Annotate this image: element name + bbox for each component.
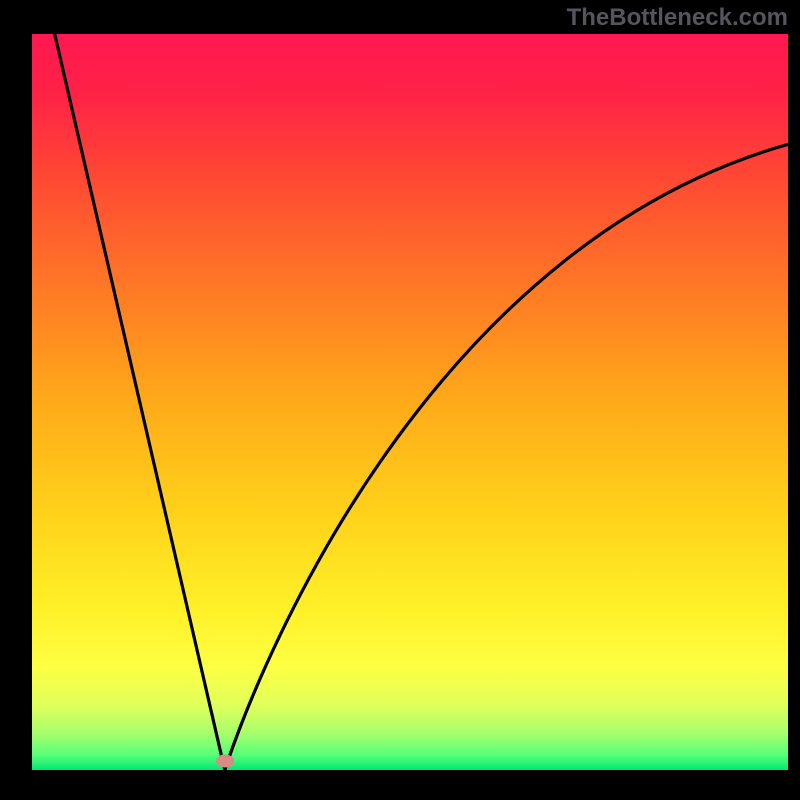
watermark-text: TheBottleneck.com [567,4,788,32]
chart-container: TheBottleneck.com [0,0,800,800]
plot-area [32,34,788,770]
bottleneck-curve [55,34,788,770]
curve-layer [32,34,788,770]
minimum-marker [216,755,234,768]
